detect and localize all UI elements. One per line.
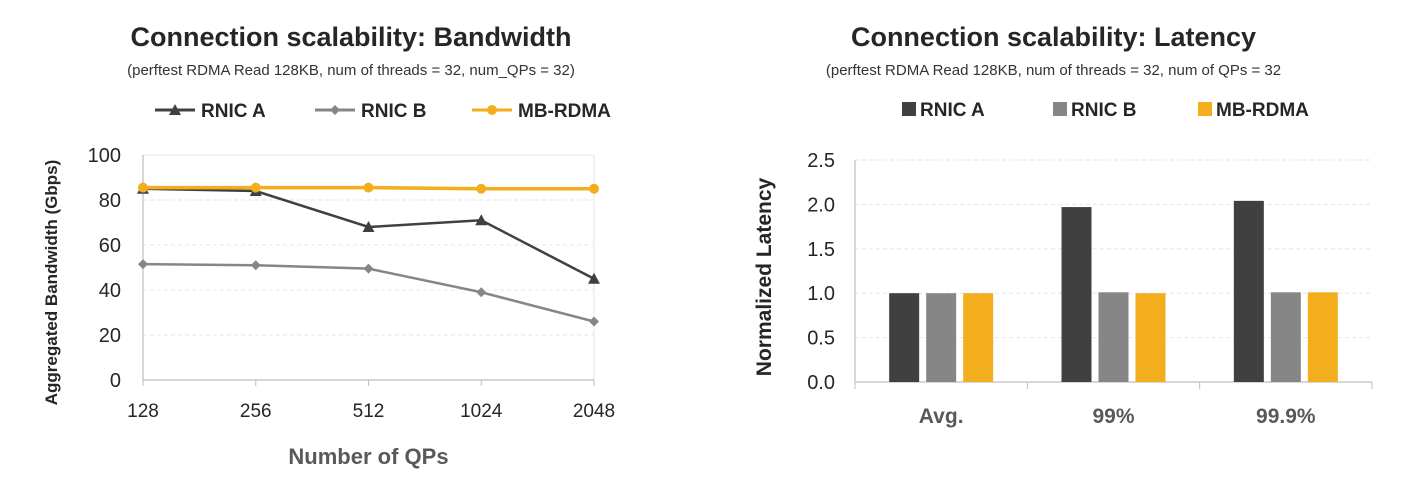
legend-label: RNIC A [201, 101, 266, 122]
data-point [589, 316, 599, 327]
legend-swatch [1053, 102, 1067, 116]
bar-mb-rdma [963, 293, 994, 382]
chart-title: Connection scalability: Latency [850, 22, 1257, 52]
legend-marker [487, 105, 497, 115]
latency-chart-panel: Connection scalability: Latency (perftes… [702, 0, 1405, 483]
x-tick-label: 1024 [460, 401, 503, 422]
chart-subtitle: (perftest RDMA Read 128KB, num of thread… [127, 62, 575, 79]
y-axis-label: Normalized Latency [753, 177, 776, 376]
x-category-label: Avg. [919, 405, 964, 428]
y-tick-label: 1.5 [807, 239, 835, 261]
bar-rnic-a [1233, 200, 1264, 382]
x-category-label: 99.9% [1256, 405, 1316, 428]
legend-swatch [1198, 102, 1212, 116]
legend-label: RNIC B [1071, 100, 1136, 121]
latency-bar-chart: 0.0 0.5 1.0 1.5 2.0 2.5 Avg. 99% 99.9% Normalized… [753, 100, 1373, 428]
data-point [476, 183, 487, 194]
bandwidth-line-chart: 128 256 512 1024 2048 0 20 40 60 80 100 Number of Q… [42, 101, 615, 469]
data-point [363, 182, 374, 193]
bar-rnic-b [1270, 292, 1301, 382]
data-point [138, 182, 148, 193]
chart-title: Connection scalability: Bandwidth [130, 22, 572, 52]
y-tick-label: 1.0 [807, 283, 835, 305]
y-tick-label: 0 [110, 370, 121, 392]
legend-label: RNIC B [361, 101, 426, 122]
legend-label: RNIC A [920, 100, 985, 121]
chart-subtitle: (perftest RDMA Read 128KB, num of thread… [825, 62, 1282, 79]
legend-marker [169, 104, 181, 115]
legend-label: MB-RDMA [518, 101, 611, 122]
data-point [363, 263, 374, 274]
data-point [250, 260, 261, 271]
y-tick-label: 2.5 [807, 150, 835, 172]
data-point [588, 272, 600, 284]
bar-mb-rdma [1307, 292, 1338, 382]
y-tick-label: 20 [99, 325, 121, 347]
bandwidth-chart-panel: Connection scalability: Bandwidth (perft… [0, 0, 702, 483]
x-axis-label: Number of QPs [288, 444, 448, 469]
legend-marker [330, 105, 340, 115]
bar-rnic-a [889, 293, 920, 382]
data-point [589, 183, 599, 194]
bar-rnic-a [1061, 207, 1092, 382]
y-tick-label: 80 [99, 190, 121, 212]
y-tick-label: 0.0 [807, 372, 835, 394]
bar-rnic-b [926, 293, 957, 382]
y-tick-label: 60 [99, 235, 121, 257]
y-tick-label: 40 [99, 280, 121, 302]
x-tick-label: 128 [127, 401, 159, 422]
y-tick-label: 0.5 [807, 328, 835, 350]
x-tick-label: 2048 [573, 401, 615, 422]
legend-label: MB-RDMA [1216, 100, 1309, 121]
x-tick-label: 512 [353, 401, 385, 422]
y-axis-label: Aggregated Bandwidth (Gbps) [42, 160, 61, 406]
data-point [250, 182, 261, 193]
x-category-label: 99% [1092, 405, 1134, 428]
data-point [138, 259, 148, 270]
y-tick-label: 2.0 [807, 194, 835, 216]
data-point [476, 287, 487, 298]
data-point [475, 214, 488, 226]
y-tick-label: 100 [88, 145, 121, 167]
bar-mb-rdma [1135, 293, 1166, 382]
bar-rnic-b [1098, 292, 1129, 382]
x-tick-label: 256 [240, 401, 272, 422]
legend-swatch [902, 102, 916, 116]
data-point [362, 221, 375, 232]
